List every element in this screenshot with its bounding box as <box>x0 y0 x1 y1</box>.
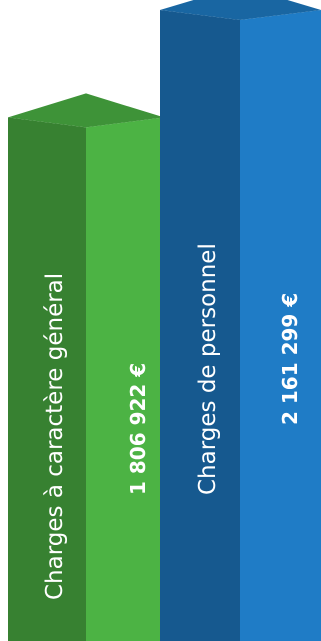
bar-value-label: 1 806 922 € <box>126 363 150 495</box>
bar-top-face <box>8 93 164 128</box>
bar-category-label: Charges de personnel <box>195 243 221 495</box>
bar-value-label: 2 161 299 € <box>278 293 302 425</box>
bar-category-label: Charges à caractère général <box>42 273 68 600</box>
bar-top-face <box>160 0 321 20</box>
bar-side-face <box>240 10 321 641</box>
bar-charges-personnel: Charges de personnel 2 161 299 € <box>160 0 321 641</box>
bar-charges-caractere-general: Charges à caractère général 1 806 922 € <box>8 93 164 641</box>
bar-front-face <box>160 10 240 641</box>
bar-front-face <box>8 117 86 641</box>
bar-side-face <box>86 117 164 641</box>
